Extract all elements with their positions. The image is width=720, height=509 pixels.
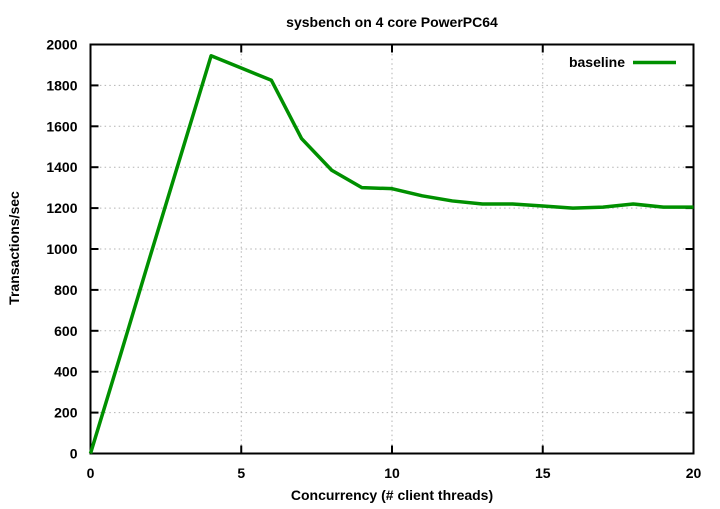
gridlines	[90, 44, 694, 454]
x-tick-labels: 0 5 10 15 20	[87, 465, 702, 481]
legend: baseline	[569, 54, 676, 70]
y-tick-label: 1800	[46, 77, 77, 93]
x-tick-label: 20	[686, 465, 702, 481]
x-tick-label: 10	[384, 465, 400, 481]
y-tick-label: 800	[54, 282, 78, 298]
y-axis-label: Transactions/sec	[6, 191, 22, 305]
x-tick-label: 0	[87, 465, 95, 481]
y-tick-label: 2000	[46, 37, 77, 53]
y-tick-label: 0	[70, 446, 78, 462]
y-tick-label: 1600	[46, 118, 77, 134]
x-axis-label: Concurrency (# client threads)	[291, 487, 493, 503]
x-tick-label: 5	[237, 465, 245, 481]
y-tick-label: 400	[54, 364, 78, 380]
legend-label: baseline	[569, 54, 625, 70]
y-tick-label: 600	[54, 323, 78, 339]
y-tick-label: 200	[54, 405, 78, 421]
chart-title: sysbench on 4 core PowerPC64	[286, 14, 498, 30]
y-tick-label: 1200	[46, 200, 77, 216]
y-tick-labels: 0 200 400 600 800 1000 1200 1400 1600 1800 2000	[46, 37, 77, 462]
y-tick-label: 1400	[46, 159, 77, 175]
baseline-series-line	[88, 53, 694, 455]
plot-border	[89, 43, 695, 455]
y-tick-label: 1000	[46, 241, 77, 257]
x-tick-label: 15	[535, 465, 551, 481]
